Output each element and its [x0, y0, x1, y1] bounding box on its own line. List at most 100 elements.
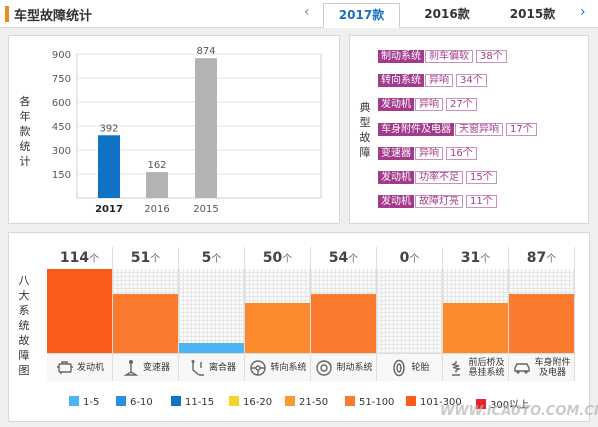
legend-swatch — [406, 396, 416, 406]
system-label-cell[interactable]: 前后桥及 悬挂系统 — [443, 353, 509, 381]
system-label: 发动机 — [77, 363, 104, 373]
system-count-header: 51个 — [113, 247, 179, 269]
defect-system: 制动系统 — [378, 50, 424, 63]
system-label: 车身附件 及电器 — [534, 358, 570, 378]
tab-2016[interactable]: 2016款 — [424, 7, 470, 21]
system-count-header: 0个 — [377, 247, 443, 269]
system-fault-column[interactable] — [47, 269, 113, 353]
yearly-bar-chart: 900 750 600 450 300 150 392 2017 162 2016 874 2015 — [52, 46, 322, 215]
legend-item: 16-20 — [229, 396, 272, 408]
system-label-cell[interactable]: 变速器 — [113, 353, 179, 381]
system-label-line: 前后桥及 — [468, 357, 505, 368]
tab-2015[interactable]: 2015款 — [509, 7, 556, 21]
system-count-unit: 个 — [409, 254, 420, 265]
legend-label: 16-20 — [243, 397, 273, 408]
prev-arrow-icon[interactable]: ‹ — [304, 4, 310, 20]
typical-side-label: 典型故障 — [359, 101, 371, 159]
defect-issue: 功率不足 — [415, 171, 463, 184]
y-tick-label: 150 — [52, 170, 71, 181]
system-label-cell[interactable]: 转向系统 — [245, 353, 311, 381]
defect-system: 发动机 — [378, 98, 414, 111]
system-label-cell[interactable]: 离合器 — [179, 353, 245, 381]
system-count-unit: 个 — [89, 254, 100, 265]
defect-count: 15个 — [466, 171, 497, 184]
system-faults-panel: 八大系统故障图 114个 发动机 51个 变速器 5个 离合器 50个 转向系统 54个 制动系统… — [8, 232, 590, 422]
defect-item[interactable]: 制动系统 刹车偏软 38个 — [378, 49, 507, 65]
bar-value-label: 874 — [196, 46, 215, 57]
defect-issue: 异响 — [415, 147, 443, 160]
defect-item[interactable]: 车身附件及电器 天窗异响 17个 — [378, 122, 537, 138]
system-count-unit: 个 — [348, 254, 359, 265]
system-label: 变速器 — [143, 363, 170, 373]
defect-issue: 故障灯亮 — [415, 195, 463, 208]
clutch-pedal-icon — [191, 359, 204, 376]
system-count: 31 — [460, 250, 481, 266]
defect-system: 转向系统 — [378, 74, 424, 87]
bar-value-label: 392 — [99, 123, 118, 134]
defect-count: 38个 — [476, 50, 507, 63]
system-fault-column[interactable] — [113, 269, 179, 353]
system-count-unit: 个 — [480, 254, 491, 265]
legend-label: 1-5 — [83, 397, 100, 408]
system-label-line: 发动机 — [76, 362, 104, 373]
system-label-line: 离合器 — [208, 362, 236, 373]
suspension-icon — [451, 360, 462, 376]
system-label-line: 制动系统 — [336, 362, 373, 373]
system-label: 离合器 — [209, 363, 236, 373]
bar-2017[interactable] — [98, 135, 120, 198]
defect-item[interactable]: 变速器 异响 16个 — [378, 146, 477, 162]
system-fault-bar — [311, 294, 376, 353]
next-arrow-icon[interactable]: › — [580, 4, 586, 20]
tab-2017[interactable]: 2017款 — [323, 3, 400, 28]
x-tick-label: 2017 — [95, 204, 123, 215]
system-count: 5 — [201, 250, 212, 266]
system-label-cell[interactable]: 车身附件 及电器 — [509, 353, 575, 381]
defect-system: 车身附件及电器 — [378, 123, 454, 136]
system-fault-bar — [509, 294, 574, 353]
system-fault-column[interactable] — [311, 269, 377, 353]
legend-item: 1-5 — [69, 396, 99, 408]
defect-item[interactable]: 转向系统 异响 34个 — [378, 73, 487, 89]
system-label-line: 及电器 — [538, 367, 566, 378]
legend-swatch — [116, 396, 126, 406]
system-fault-column[interactable] — [443, 269, 509, 353]
page-title: 车型故障统计 — [14, 9, 93, 24]
car-body-icon — [514, 362, 531, 374]
system-count: 0 — [399, 250, 410, 266]
y-tick-label: 450 — [52, 122, 71, 133]
system-label-cell[interactable]: 制动系统 — [311, 353, 377, 381]
defect-item[interactable]: 发动机 功率不足 15个 — [378, 170, 497, 186]
title-accent-bar — [5, 6, 9, 22]
system-fault-bar — [113, 294, 178, 353]
systems-side-label: 八大系统故障图 — [18, 274, 30, 377]
system-count-header: 50个 — [245, 247, 311, 269]
defect-item[interactable]: 发动机 故障灯亮 11个 — [378, 194, 497, 210]
legend-item: 51-100 — [345, 396, 394, 408]
system-fault-column[interactable] — [509, 269, 575, 353]
legend-label: 51-100 — [359, 397, 395, 408]
system-label-cell[interactable]: 发动机 — [47, 353, 113, 381]
system-label: 轮胎 — [411, 363, 429, 373]
bar-2015[interactable] — [195, 58, 217, 198]
legend-label: 21-50 — [299, 397, 329, 408]
system-fault-column[interactable] — [377, 269, 443, 353]
system-count-unit: 个 — [546, 254, 557, 265]
system-label-line: 变速器 — [142, 362, 170, 373]
system-label-cell[interactable]: 轮胎 — [377, 353, 443, 381]
gearshift-icon — [123, 359, 139, 376]
defect-issue: 异响 — [425, 74, 453, 87]
system-fault-column[interactable] — [245, 269, 311, 353]
defect-count: 16个 — [446, 147, 477, 160]
system-label-line: 车身附件 — [534, 357, 571, 368]
legend-label: 101-300 — [420, 397, 462, 408]
system-fault-column[interactable] — [179, 269, 245, 353]
defect-item[interactable]: 发动机 异响 27个 — [378, 97, 477, 113]
system-count: 50 — [262, 250, 283, 266]
system-count-header: 5个 — [179, 247, 245, 269]
bar-2016[interactable] — [146, 172, 168, 198]
defect-issue: 异响 — [415, 98, 443, 111]
system-count-header: 87个 — [509, 247, 575, 269]
x-tick-label: 2016 — [144, 204, 169, 215]
defect-count: 34个 — [456, 74, 487, 87]
system-label: 前后桥及 悬挂系统 — [468, 358, 504, 378]
